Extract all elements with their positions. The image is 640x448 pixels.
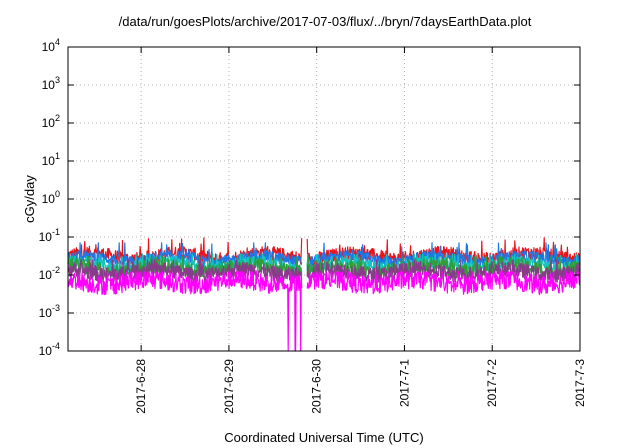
y-axis: 10-4 10-3 10-2 10-1 100 101 102 103 104 xyxy=(39,37,580,358)
y-tick-label: 100 xyxy=(42,189,60,206)
series-line xyxy=(67,271,581,352)
x-tick-label: 2017-6-29 xyxy=(222,359,236,414)
y-axis-label: cGy/day xyxy=(22,175,37,223)
chart-title: /data/run/goesPlots/archive/2017-07-03/f… xyxy=(119,14,532,29)
y-tick-label: 101 xyxy=(42,151,60,168)
series-lines xyxy=(67,237,581,352)
y-tick-label: 10-2 xyxy=(39,265,60,282)
y-tick-label: 103 xyxy=(42,75,60,92)
y-tick-label: 104 xyxy=(42,37,60,54)
grid xyxy=(68,47,580,351)
x-tick-label: 2017-7-1 xyxy=(397,359,411,407)
x-tick-label: 2017-7-3 xyxy=(573,359,587,407)
y-tick-label: 10-3 xyxy=(39,303,60,320)
x-axis: 2017-6-28 2017-6-29 2017-6-30 2017-7-1 2017-… xyxy=(134,47,587,414)
x-axis-label: Coordinated Universal Time (UTC) xyxy=(224,430,423,445)
y-tick-label: 102 xyxy=(42,113,60,130)
y-tick-label: 10-4 xyxy=(39,341,60,358)
x-tick-label: 2017-6-30 xyxy=(310,359,324,414)
x-tick-label: 2017-6-28 xyxy=(134,359,148,414)
y-tick-label: 10-1 xyxy=(39,227,60,244)
x-tick-label: 2017-7-2 xyxy=(485,359,499,407)
